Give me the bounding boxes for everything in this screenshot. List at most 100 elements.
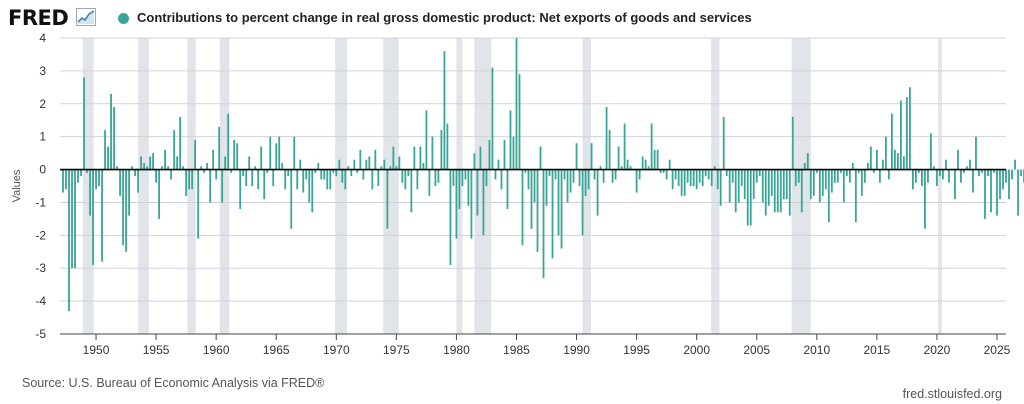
bar bbox=[728, 169, 731, 203]
bar bbox=[386, 169, 389, 229]
bar bbox=[167, 166, 170, 170]
bar bbox=[824, 169, 827, 190]
bar bbox=[110, 93, 112, 170]
bar bbox=[557, 169, 560, 236]
bar bbox=[683, 169, 686, 196]
bar bbox=[464, 169, 467, 180]
gridlines bbox=[60, 37, 1006, 335]
bar bbox=[1011, 169, 1013, 180]
bar bbox=[209, 169, 212, 203]
bar bbox=[221, 169, 224, 203]
bar bbox=[170, 169, 173, 180]
bar bbox=[695, 169, 698, 190]
bar bbox=[404, 169, 407, 190]
bar bbox=[842, 169, 845, 203]
bar bbox=[800, 169, 803, 213]
bar bbox=[614, 169, 617, 180]
bar bbox=[692, 169, 695, 186]
bar bbox=[1002, 169, 1004, 190]
bar bbox=[278, 136, 281, 170]
bar bbox=[785, 169, 788, 200]
bar bbox=[242, 169, 245, 177]
bar bbox=[206, 162, 209, 170]
bar bbox=[608, 130, 611, 170]
bar bbox=[248, 156, 251, 170]
bar bbox=[317, 162, 320, 170]
bar bbox=[425, 110, 428, 170]
bar bbox=[149, 156, 151, 170]
bar bbox=[863, 169, 866, 183]
bar bbox=[734, 169, 737, 213]
y-tick-label: -1 bbox=[35, 195, 46, 209]
bar bbox=[806, 153, 809, 170]
bar bbox=[713, 166, 716, 170]
x-tick-label: 1965 bbox=[263, 343, 290, 357]
bar-chart: 4 3 2 1 0 -1 -2 -3 -4 -5 1950 1955 1960 1965 1970 1975… bbox=[11, 31, 1024, 357]
bar bbox=[752, 169, 755, 200]
bar bbox=[407, 169, 410, 177]
bar bbox=[119, 169, 121, 196]
bar bbox=[125, 169, 127, 252]
bar bbox=[881, 159, 884, 170]
bar bbox=[455, 169, 458, 239]
x-tick-label: 1990 bbox=[563, 343, 590, 357]
bar bbox=[770, 169, 773, 196]
bar bbox=[341, 169, 344, 183]
bar bbox=[737, 169, 740, 203]
bar bbox=[443, 51, 446, 170]
bar bbox=[584, 169, 587, 196]
bar bbox=[893, 149, 896, 170]
bar bbox=[152, 153, 154, 170]
bar bbox=[422, 162, 425, 170]
bar bbox=[626, 159, 629, 170]
bar bbox=[332, 169, 335, 173]
bar bbox=[854, 169, 857, 223]
bar bbox=[635, 169, 638, 193]
bar bbox=[461, 169, 464, 186]
bar bbox=[978, 169, 980, 177]
bar bbox=[755, 169, 758, 183]
bar bbox=[743, 169, 746, 200]
bar bbox=[680, 169, 683, 196]
bar bbox=[653, 149, 656, 170]
bar bbox=[638, 169, 641, 180]
x-tick-label: 1955 bbox=[143, 343, 170, 357]
bar bbox=[644, 159, 647, 170]
bar bbox=[981, 169, 983, 173]
bar bbox=[930, 133, 932, 170]
bar bbox=[629, 166, 632, 170]
bar bbox=[68, 169, 70, 311]
bar bbox=[869, 146, 872, 170]
bar bbox=[419, 146, 422, 170]
bar bbox=[833, 169, 836, 183]
fred-credit-link[interactable]: fred.stlouisfed.org bbox=[902, 387, 1002, 401]
bar bbox=[431, 136, 434, 170]
bar bbox=[509, 110, 512, 170]
bar bbox=[281, 162, 284, 170]
bar bbox=[155, 169, 158, 183]
bar bbox=[794, 169, 797, 186]
bar bbox=[254, 166, 257, 170]
bar bbox=[212, 149, 215, 170]
bar bbox=[536, 169, 539, 252]
y-tick-label: 1 bbox=[39, 130, 46, 144]
bar bbox=[95, 169, 97, 190]
bar bbox=[921, 169, 923, 186]
bar bbox=[158, 169, 161, 219]
bar bbox=[617, 146, 620, 170]
bar bbox=[395, 166, 398, 170]
series-legend-marker bbox=[118, 13, 129, 24]
bar bbox=[924, 169, 926, 229]
bar bbox=[731, 169, 734, 183]
bar bbox=[191, 169, 194, 190]
bar bbox=[440, 130, 443, 170]
bar bbox=[173, 130, 176, 170]
bar bbox=[969, 159, 971, 170]
bar bbox=[215, 169, 218, 180]
bar bbox=[1017, 169, 1019, 216]
bar bbox=[948, 169, 950, 183]
bar bbox=[596, 169, 599, 216]
bar bbox=[656, 149, 659, 170]
bar bbox=[945, 159, 947, 170]
bar bbox=[200, 166, 203, 170]
